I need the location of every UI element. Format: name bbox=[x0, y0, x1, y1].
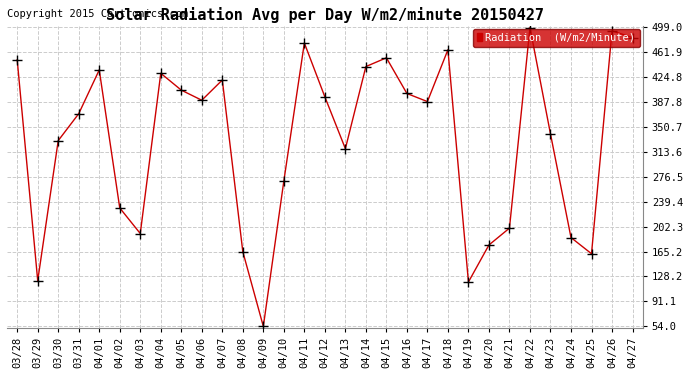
Point bbox=[237, 249, 248, 255]
Point bbox=[340, 146, 351, 152]
Point bbox=[545, 131, 556, 137]
Point bbox=[73, 111, 84, 117]
Point bbox=[607, 28, 618, 34]
Point bbox=[299, 40, 310, 46]
Point bbox=[360, 64, 371, 70]
Point bbox=[463, 279, 474, 285]
Point bbox=[566, 235, 577, 241]
Point bbox=[627, 34, 638, 40]
Point bbox=[504, 225, 515, 231]
Point bbox=[422, 99, 433, 105]
Text: Copyright 2015 Cartronics.com: Copyright 2015 Cartronics.com bbox=[7, 9, 188, 20]
Point bbox=[135, 231, 146, 237]
Point bbox=[52, 138, 63, 144]
Point bbox=[319, 94, 331, 100]
Point bbox=[217, 77, 228, 83]
Point bbox=[278, 178, 289, 184]
Point bbox=[12, 57, 23, 63]
Point bbox=[484, 242, 495, 248]
Point bbox=[402, 90, 413, 96]
Point bbox=[258, 323, 269, 329]
Point bbox=[155, 70, 166, 76]
Legend: Radiation  (W/m2/Minute): Radiation (W/m2/Minute) bbox=[473, 28, 640, 47]
Point bbox=[381, 55, 392, 61]
Point bbox=[586, 251, 597, 257]
Point bbox=[196, 97, 207, 103]
Title: Solar Radiation Avg per Day W/m2/minute 20150427: Solar Radiation Avg per Day W/m2/minute … bbox=[106, 7, 544, 23]
Point bbox=[32, 278, 43, 284]
Point bbox=[442, 47, 453, 53]
Point bbox=[94, 67, 105, 73]
Point bbox=[176, 87, 187, 93]
Point bbox=[524, 24, 535, 30]
Point bbox=[115, 205, 126, 211]
